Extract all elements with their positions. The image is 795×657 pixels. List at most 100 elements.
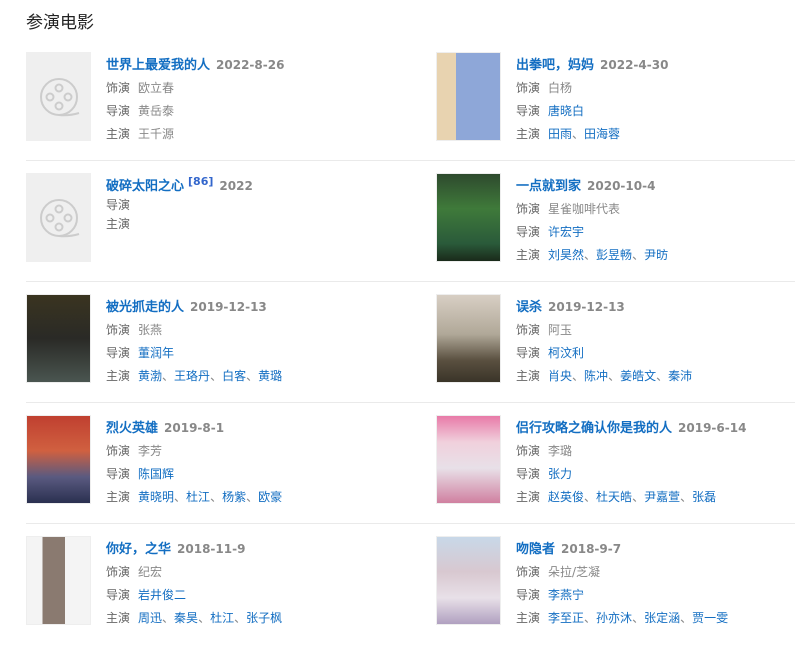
movie-title-link[interactable]: 破碎太阳之心 — [106, 179, 185, 194]
separator: 、 — [572, 127, 585, 141]
cast-name[interactable]: 尹嘉萱 — [644, 490, 681, 504]
movie-poster[interactable] — [436, 173, 501, 262]
cast-name[interactable]: 黄晓明 — [138, 490, 175, 504]
role-label: 饰演 — [516, 565, 541, 579]
movie-title-link[interactable]: 被光抓走的人 — [106, 300, 185, 315]
film-reel-placeholder-icon[interactable] — [26, 52, 91, 141]
cast-name[interactable]: 陈冲 — [584, 369, 609, 383]
movie-title-link[interactable]: 误杀 — [516, 300, 543, 315]
movie-poster[interactable] — [436, 536, 501, 625]
role-name: 白杨 — [548, 81, 573, 95]
cast-name[interactable]: 田海蓉 — [584, 127, 621, 141]
role-label: 饰演 — [516, 323, 541, 337]
cast-name[interactable]: 杜江 — [210, 611, 235, 625]
director-name[interactable]: 陈国辉 — [138, 467, 175, 481]
movie-title-link[interactable]: 世界上最爱我的人 — [106, 58, 211, 73]
cast-name[interactable]: 张定涵 — [644, 611, 681, 625]
release-date: 2019-12-13 — [190, 300, 267, 314]
director-label: 导演 — [516, 104, 541, 118]
cast-name[interactable]: 白客 — [222, 369, 247, 383]
cast-name[interactable]: 彭昱畅 — [596, 248, 633, 262]
director-name[interactable]: 柯汶利 — [548, 346, 585, 360]
director-name[interactable]: 唐晓白 — [548, 104, 585, 118]
separator: 、 — [632, 248, 645, 262]
director-line: 导演 唐晓白 — [516, 103, 668, 119]
cast-name[interactable]: 王珞丹 — [174, 369, 211, 383]
movie-title-link[interactable]: 出拳吧，妈妈 — [516, 58, 595, 73]
cast-name[interactable]: 贾一雯 — [692, 611, 729, 625]
cast-name[interactable]: 杜天皓 — [596, 490, 633, 504]
movie-info: 侣行攻略之确认你是我的人 2019-6-14 饰演 李璐 导演 张力 主演 赵英俊、杜天皓、尹… — [516, 417, 746, 505]
release-date: 2019-8-1 — [164, 421, 225, 435]
cast-name[interactable]: 田雨 — [548, 127, 573, 141]
director-line: 导演 许宏宇 — [516, 224, 668, 240]
cast-name[interactable]: 李至正 — [548, 611, 585, 625]
role-line: 饰演 白杨 — [516, 80, 668, 96]
movie-row: 烈火英雄 2019-8-1 饰演 李芳 导演 陈国辉 主演 黄晓明、杜江、杨紫、欧豪 侣行攻略之… — [26, 402, 795, 536]
cast-line: 主演 — [106, 216, 253, 232]
movie-row: 被光抓走的人 2019-12-13 饰演 张燕 导演 董润年 主演 黄渤、王珞丹、白客、黄璐误… — [26, 281, 795, 415]
director-name[interactable]: 岩井俊二 — [138, 588, 187, 602]
separator: 、 — [608, 369, 621, 383]
director-name[interactable]: 张力 — [548, 467, 573, 481]
movie-title-link[interactable]: 吻隐者 — [516, 542, 556, 557]
movie-poster[interactable] — [436, 52, 501, 141]
release-date: 2022-4-30 — [600, 58, 669, 72]
role-name: 纪宏 — [138, 565, 163, 579]
cast-name[interactable]: 姜皓文 — [620, 369, 657, 383]
director-line: 导演 岩井俊二 — [106, 587, 282, 603]
release-date: 2019-12-13 — [548, 300, 625, 314]
movie-poster[interactable] — [26, 536, 91, 625]
cast-label: 主演 — [106, 127, 131, 141]
director-name[interactable]: 许宏宇 — [548, 225, 585, 239]
role-name: 星雀咖啡代表 — [548, 202, 621, 216]
movie-title-link[interactable]: 烈火英雄 — [106, 421, 159, 436]
movie-poster[interactable] — [26, 294, 91, 383]
cast-line: 主演 赵英俊、杜天皓、尹嘉萱、张磊 — [516, 489, 746, 505]
director-line: 导演 陈国辉 — [106, 466, 282, 482]
director-name[interactable]: 董润年 — [138, 346, 175, 360]
movie-poster[interactable] — [436, 415, 501, 504]
cast-name[interactable]: 黄渤 — [138, 369, 163, 383]
movie-title-link[interactable]: 一点就到家 — [516, 179, 582, 194]
role-label: 饰演 — [106, 323, 131, 337]
cast-name[interactable]: 肖央 — [548, 369, 573, 383]
separator: 、 — [246, 369, 259, 383]
movie-info: 你好，之华 2018-11-9 饰演 纪宏 导演 岩井俊二 主演 周迅、秦昊、杜江、张子枫 — [106, 538, 282, 626]
cast-label: 主演 — [516, 248, 541, 262]
movie-poster[interactable] — [26, 415, 91, 504]
film-reel-placeholder-icon[interactable] — [26, 173, 91, 262]
release-date: 2020-10-4 — [587, 179, 656, 193]
role-line: 饰演 张燕 — [106, 322, 282, 338]
role-label: 饰演 — [106, 444, 131, 458]
movie-info: 出拳吧，妈妈 2022-4-30 饰演 白杨 导演 唐晓白 主演 田雨、田海蓉 — [516, 54, 668, 142]
cast-label: 主演 — [106, 490, 131, 504]
cast-name[interactable]: 赵英俊 — [548, 490, 585, 504]
cast-name[interactable]: 秦昊 — [174, 611, 199, 625]
cast-line: 主演 黄晓明、杜江、杨紫、欧豪 — [106, 489, 282, 505]
cast-name[interactable]: 张磊 — [692, 490, 717, 504]
cast-name[interactable]: 杨紫 — [222, 490, 247, 504]
movie-title-link[interactable]: 你好，之华 — [106, 542, 172, 557]
cast-name[interactable]: 张子枫 — [246, 611, 283, 625]
cast-name: 王千源 — [138, 127, 175, 141]
cast-name[interactable]: 刘昊然 — [548, 248, 585, 262]
reference-link[interactable]: [86] — [188, 175, 214, 188]
separator: 、 — [162, 611, 175, 625]
section-title: 参演电影 — [26, 13, 94, 33]
cast-name[interactable]: 杜江 — [186, 490, 211, 504]
movie-info: 吻隐者 2018-9-7 饰演 朵拉/芝凝 导演 李燕宁 主演 李至正、孙亦沐、张定涵、贾一雯 — [516, 538, 728, 626]
cast-name[interactable]: 秦沛 — [668, 369, 693, 383]
cast-name[interactable]: 尹昉 — [644, 248, 669, 262]
cast-name[interactable]: 孙亦沐 — [596, 611, 633, 625]
director-label: 导演 — [106, 588, 131, 602]
cast-name[interactable]: 周迅 — [138, 611, 163, 625]
movie-title-link[interactable]: 侣行攻略之确认你是我的人 — [516, 421, 673, 436]
cast-name[interactable]: 欧豪 — [258, 490, 283, 504]
cast-line: 主演 王千源 — [106, 126, 284, 142]
director-name[interactable]: 李燕宁 — [548, 588, 585, 602]
movie-row: 世界上最爱我的人 2022-8-26 饰演 欧立春 导演 黄岳泰 主演 王千源 出拳吧，妈妈 20… — [26, 52, 795, 173]
movie-poster[interactable] — [436, 294, 501, 383]
role-name: 阿玉 — [548, 323, 573, 337]
cast-name[interactable]: 黄璐 — [258, 369, 283, 383]
